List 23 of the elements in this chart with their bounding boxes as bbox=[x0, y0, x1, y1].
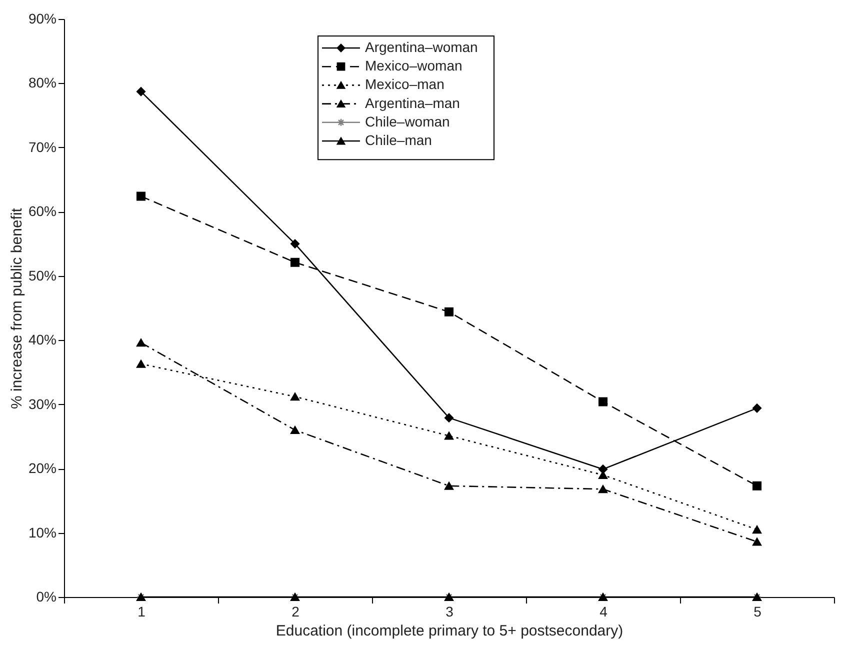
y-tick-label: 80% bbox=[28, 74, 56, 91]
y-tick-label: 10% bbox=[28, 524, 56, 540]
legend-label: Chile–man bbox=[365, 132, 432, 148]
y-tick-label: 90% bbox=[28, 10, 56, 26]
y-tick-label: 20% bbox=[28, 460, 56, 476]
y-tick-label: 30% bbox=[28, 396, 56, 412]
x-tick-label: 4 bbox=[600, 604, 608, 620]
legend-label: Argentina–man bbox=[365, 94, 460, 111]
x-axis-title: Education (incomplete primary to 5+ postsecondary) bbox=[276, 622, 624, 640]
y-tick-label: 70% bbox=[28, 138, 56, 155]
y-tick-label: 0% bbox=[36, 588, 56, 604]
x-tick-label: 2 bbox=[292, 604, 300, 620]
y-tick-label: 50% bbox=[28, 267, 56, 284]
x-tick-label: 3 bbox=[446, 604, 454, 620]
x-tick-label: 1 bbox=[138, 604, 146, 620]
y-axis-title: % increase from public benefit bbox=[8, 207, 26, 409]
x-tick-label: 5 bbox=[754, 604, 762, 620]
y-tick-label: 40% bbox=[28, 332, 56, 348]
legend-label: Chile–woman bbox=[365, 113, 450, 130]
legend-label: Argentina–woman bbox=[365, 39, 478, 55]
legend-label: Mexico–woman bbox=[365, 58, 462, 74]
y-tick-label: 60% bbox=[28, 203, 56, 220]
legend-label: Mexico–man bbox=[365, 76, 444, 92]
